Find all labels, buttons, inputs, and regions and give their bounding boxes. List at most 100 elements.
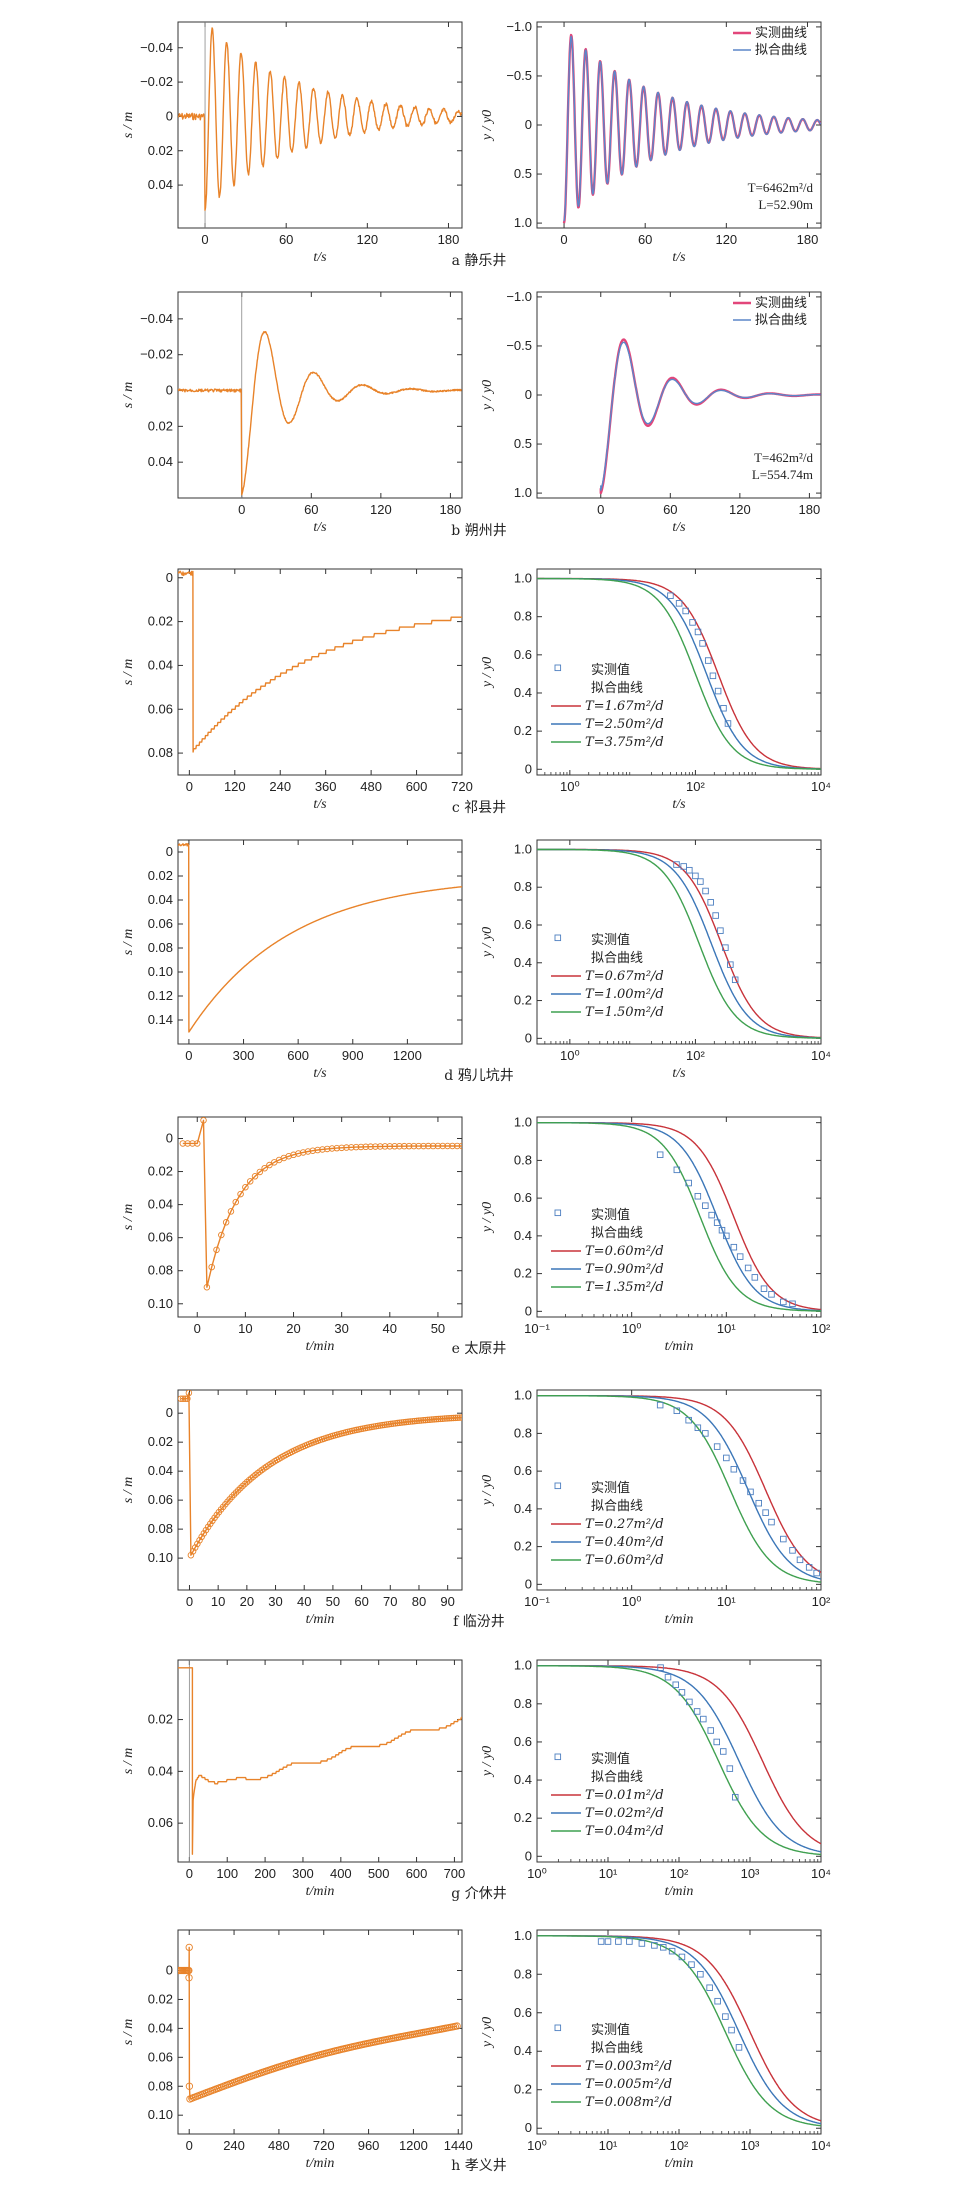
measured-point <box>702 1430 709 1437</box>
plot-area <box>178 843 462 1033</box>
y-tick-label: −0.02 <box>140 74 173 89</box>
plot-frame <box>177 1389 463 1591</box>
y-tick-label: 0.6 <box>514 1190 532 1205</box>
observed-point <box>441 1415 449 1422</box>
series-line-T=0.60m²/d <box>537 1122 821 1311</box>
observed-point <box>261 1164 268 1172</box>
y-tick-label: 0.8 <box>514 1966 532 1981</box>
legend-marker <box>554 1482 562 1490</box>
measured-point <box>723 1232 730 1240</box>
y-tick-label: 0.04 <box>148 2020 173 2035</box>
y-tick-label: 0.4 <box>514 1228 532 1243</box>
observed-point <box>402 1418 410 1426</box>
x-tick-label: 10 <box>211 1594 225 1609</box>
observed-point <box>450 1414 457 1422</box>
observed-point <box>191 1544 199 1551</box>
observed-point <box>435 1415 442 1423</box>
series-line-observed <box>178 331 462 496</box>
x-tick-label: 10⁻¹ <box>524 1594 550 1609</box>
y-tick-label: 0.2 <box>514 1266 532 1281</box>
measured-point <box>713 1443 721 1450</box>
observed-point <box>376 1143 384 1150</box>
measured-point <box>720 1748 727 1755</box>
measured-point <box>702 887 709 895</box>
chart-e-left: 0 10 20 30 40 50 0 0.02 0.04 0.06 0.08 0.10 t/min s /… <box>121 1116 463 1354</box>
x-tick-label: 0 <box>201 232 208 247</box>
y-tick-label: 0.5 <box>514 436 532 451</box>
y-tick-label: 0.2 <box>514 1539 532 1554</box>
y-tick-label: −0.5 <box>506 338 532 353</box>
measured-point <box>682 607 689 615</box>
x-tick-label: 50 <box>326 1594 340 1609</box>
y-tick-label: 0.10 <box>148 964 173 979</box>
measured-point <box>678 1689 686 1696</box>
x-tick-label: 0 <box>185 1048 192 1063</box>
x-tick-label: 10¹ <box>717 1321 736 1336</box>
observed-point <box>411 1417 418 1425</box>
y-tick-label: 0.04 <box>148 177 173 192</box>
measured-point <box>728 2026 735 2034</box>
observed-point <box>439 1415 446 1422</box>
observed-point <box>185 1943 193 1952</box>
legend-label: T=0.90m²/d <box>585 1262 664 1277</box>
observed-point <box>386 1143 394 1150</box>
y-tick-label: 0 <box>525 1030 532 1045</box>
y-tick-label: −1.0 <box>506 289 532 304</box>
observed-point <box>239 1482 246 1490</box>
observed-point <box>437 1415 444 1423</box>
y-axis-label: y / y0 <box>480 380 495 412</box>
observed-point <box>196 1537 203 1544</box>
x-tick-label: 0 <box>238 502 245 517</box>
measured-point <box>732 1793 739 1801</box>
measured-point <box>656 1151 664 1158</box>
observed-point <box>400 1419 408 1426</box>
y-tick-label: 0 <box>525 2120 532 2135</box>
panel-caption: e 太原井 <box>452 1341 507 1357</box>
observed-point <box>181 1395 189 1402</box>
measured-point <box>714 1997 721 2005</box>
measured-point <box>780 1298 787 1306</box>
x-tick-label: 40 <box>383 1321 397 1336</box>
x-tick-label: 50 <box>431 1321 445 1336</box>
x-tick-label: 180 <box>440 502 462 517</box>
panel-caption: d 鸦儿坑井 <box>444 1067 513 1084</box>
y-tick-label: 0.4 <box>514 1501 532 1516</box>
observed-point <box>237 1484 244 1492</box>
measured-point <box>768 1518 775 1526</box>
series-line-T=0.90m²/d <box>537 1122 821 1312</box>
y-axis-label: s / m <box>121 659 136 685</box>
observed-point <box>362 1143 369 1151</box>
observed-point <box>309 1147 317 1154</box>
series-line-T=1.00m²/d <box>537 848 821 1039</box>
observed-point <box>447 1414 455 1422</box>
measured-point <box>712 912 719 919</box>
plot-area <box>178 570 462 753</box>
y-tick-label: 0.8 <box>514 1152 532 1167</box>
series-line-T=1.50m²/d <box>537 848 821 1039</box>
measured-point <box>693 1708 701 1715</box>
legend-label: T=0.008m²/d <box>585 2095 672 2110</box>
observed-point <box>392 1420 399 1427</box>
legend-marker <box>554 934 562 942</box>
legend-label: 拟合曲线 <box>755 313 807 328</box>
x-axis-label: t/min <box>665 1884 694 1899</box>
measured-point <box>723 1454 730 1462</box>
y-tick-label: 0 <box>525 761 532 776</box>
x-tick-label: 20 <box>286 1321 300 1336</box>
measured-point <box>694 1192 702 1200</box>
legend-label: 实测值 <box>591 2022 630 2038</box>
legend-label: T=0.01m²/d <box>585 1788 664 1803</box>
measured-point <box>789 1547 796 1554</box>
y-tick-label: 0 <box>525 1303 532 1318</box>
x-tick-label: 60 <box>279 232 293 247</box>
measured-point <box>789 1300 796 1308</box>
y-tick-label: 0.10 <box>148 1296 173 1311</box>
observed-point <box>319 1146 326 1153</box>
measured-point <box>768 1291 775 1298</box>
y-tick-label: 0.2 <box>514 723 532 738</box>
x-tick-label: 10² <box>670 2138 689 2153</box>
measured-point <box>664 1673 672 1681</box>
x-tick-label: 10¹ <box>599 1866 618 1881</box>
measured-point <box>736 1253 744 1260</box>
series-line-observed <box>178 843 462 1033</box>
